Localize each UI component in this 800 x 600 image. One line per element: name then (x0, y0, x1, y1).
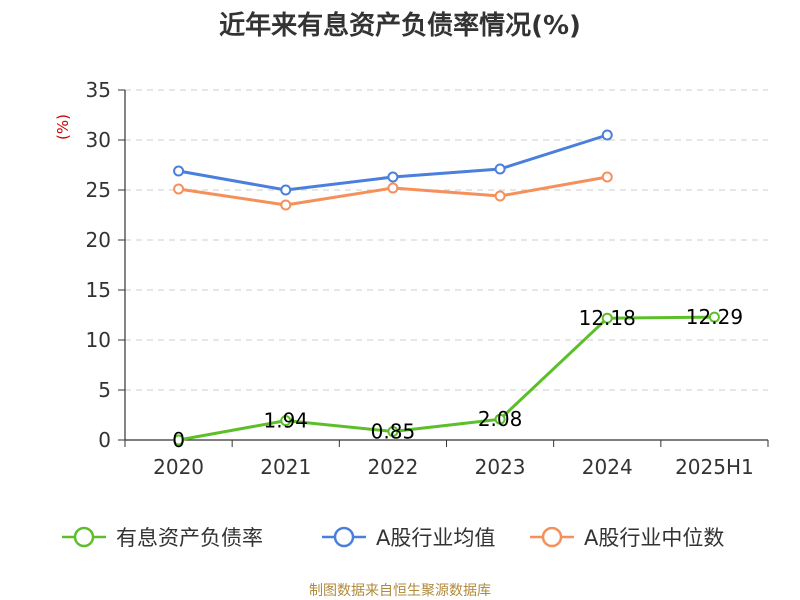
x-tick-label: 2023 (475, 455, 526, 479)
data-label: 12.29 (686, 305, 743, 329)
x-tick-label: 2025H1 (675, 455, 754, 479)
data-point (280, 199, 292, 211)
source-note: 制图数据来自恒生聚源数据库 (309, 583, 491, 599)
data-point (387, 182, 399, 194)
data-point (173, 434, 185, 446)
data-label: 12.18 (579, 306, 636, 330)
grid-lines (125, 89, 768, 391)
data-point (280, 184, 292, 196)
y-tick-label: 10 (86, 328, 111, 352)
legend-marker (541, 526, 563, 548)
data-point (494, 190, 506, 202)
legend-marker (333, 526, 355, 548)
series-line (178, 315, 715, 442)
legend-label: 有息资产负债率 (116, 526, 263, 550)
chart-title: 近年来有息资产负债率情况(%) (219, 10, 581, 41)
y-axis-ticks: 0 5 10 15 20 25 30 35 (86, 78, 125, 452)
y-tick-label: 30 (86, 128, 111, 152)
data-labels: 0 1.94 0.85 2.08 12.18 12.29 (172, 305, 743, 452)
x-tick-label: 2020 (153, 455, 204, 479)
data-point (494, 163, 506, 175)
data-label: 0.85 (371, 420, 416, 444)
data-label: 0 (172, 428, 185, 452)
series-lines (173, 129, 720, 446)
data-point (387, 171, 399, 183)
legend-label: A股行业中位数 (584, 526, 724, 550)
data-point (494, 413, 506, 425)
y-tick-label: 35 (86, 78, 111, 102)
data-point (708, 311, 720, 323)
y-tick-label: 25 (86, 178, 111, 202)
axes (124, 90, 768, 441)
y-tick-label: 5 (98, 378, 111, 402)
legend-marker (73, 526, 95, 548)
legend: 有息资产负债率 A股行业均值 A股行业中位数 (62, 526, 724, 550)
data-point (601, 312, 613, 324)
y-tick-label: 20 (86, 228, 111, 252)
legend-label: A股行业均值 (376, 526, 495, 550)
y-tick-label: 0 (98, 428, 111, 452)
data-point (173, 183, 185, 195)
x-tick-label: 2021 (260, 455, 311, 479)
data-point (173, 165, 185, 177)
y-tick-label: 15 (86, 278, 111, 302)
data-label: 1.94 (263, 409, 308, 433)
x-axis-ticks: 2020 2021 2022 2023 2024 2025H1 (124, 440, 769, 479)
y-axis-unit: (%) (54, 114, 72, 140)
data-point (280, 415, 292, 427)
data-point (387, 426, 399, 437)
data-point (601, 171, 613, 183)
x-tick-label: 2024 (582, 455, 633, 479)
x-tick-label: 2022 (367, 455, 418, 479)
data-point (601, 129, 613, 141)
data-label: 2.08 (478, 407, 523, 431)
